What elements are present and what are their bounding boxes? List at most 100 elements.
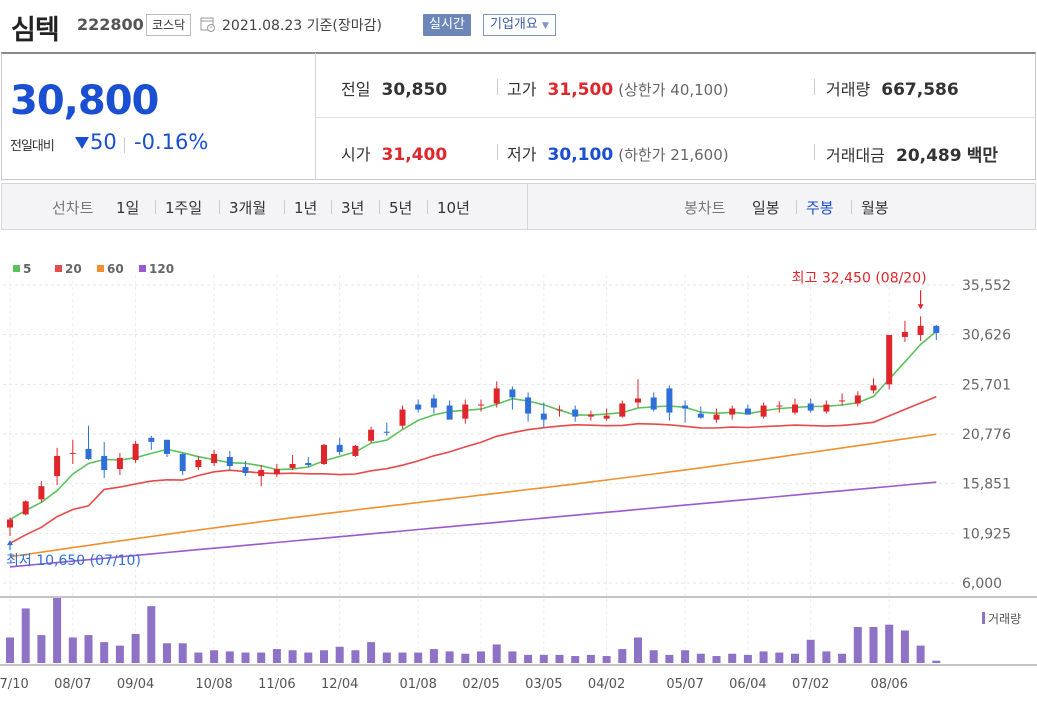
volume-bar — [791, 653, 799, 663]
volume-bar — [728, 653, 737, 663]
candle-body — [179, 453, 186, 472]
period-10y[interactable]: 10년 — [437, 199, 470, 217]
volume-bar — [414, 652, 423, 663]
candle-body — [352, 445, 359, 456]
period-3y[interactable]: 3년 — [341, 199, 365, 217]
low-value: 30,100 — [547, 145, 614, 165]
divider — [219, 200, 220, 214]
x-tick-label: 06/04 — [729, 677, 766, 692]
volume-bar — [304, 652, 313, 663]
change-amount: 50 — [90, 130, 117, 154]
period-selector-bar — [1, 183, 1036, 230]
divider — [315, 53, 316, 179]
divider — [851, 200, 852, 214]
volume-bar — [806, 639, 815, 663]
candle-body — [650, 397, 657, 410]
volume-bar — [445, 651, 454, 663]
period-1d[interactable]: 1일 — [116, 199, 140, 217]
market-badge: 코스닥 — [146, 14, 192, 36]
current-price: 30,800 — [10, 78, 159, 124]
volume-bar — [115, 645, 124, 663]
y-tick-label: 25,701 — [962, 377, 1011, 393]
candle-body — [368, 429, 375, 441]
volume-value: 667,586 — [881, 80, 959, 100]
x-tick-label: 04/02 — [588, 677, 625, 692]
legend-swatch-ma60 — [97, 265, 104, 272]
divider — [796, 200, 797, 214]
candle-body — [289, 464, 296, 469]
y-tick-label: 15,851 — [962, 477, 1011, 493]
y-tick-label: 6,000 — [962, 576, 1002, 592]
volume-bar — [696, 653, 705, 663]
candle-body — [101, 455, 108, 471]
candle-monthly[interactable]: 월봉 — [861, 199, 889, 217]
x-tick-label: 08/06 — [870, 677, 907, 692]
volume-bar — [508, 651, 517, 663]
candle-body — [305, 463, 312, 466]
volume-bar — [900, 630, 909, 663]
volume-bar — [759, 651, 768, 663]
candle-weekly[interactable]: 주봉 — [806, 199, 834, 217]
prev-close-cell: 전일 30,850 — [341, 76, 447, 100]
volume-bar — [916, 645, 925, 663]
low-arrow-head — [7, 540, 13, 546]
realtime-button[interactable]: 실시간 — [423, 14, 471, 36]
volume-bar — [492, 644, 501, 663]
period-1y[interactable]: 1년 — [294, 199, 318, 217]
candle-body — [760, 405, 767, 417]
candle-body — [226, 456, 233, 467]
volume-bar — [68, 637, 77, 663]
open-label: 시가 — [341, 145, 371, 164]
volume-bar — [6, 637, 14, 663]
volume-bar — [822, 651, 831, 663]
volume-bar — [665, 654, 674, 663]
x-tick-label: 08/07 — [54, 677, 91, 692]
volume-bar — [367, 642, 376, 663]
divider — [331, 200, 332, 214]
period-3m[interactable]: 3개월 — [229, 199, 267, 217]
candle-body — [22, 501, 29, 515]
volume-legend-label: 거래량 — [988, 612, 1021, 626]
high-arrow-head — [917, 304, 924, 310]
candle-body — [85, 448, 92, 459]
volume-bar — [743, 654, 752, 663]
low-annotation: 최저 10,650 (07/10) — [6, 553, 141, 569]
candle-body — [729, 408, 736, 415]
candle-body — [713, 414, 720, 420]
volume-bar — [618, 649, 627, 663]
divider — [814, 144, 815, 160]
candle-daily[interactable]: 일봉 — [752, 199, 780, 217]
candle-body — [635, 398, 641, 403]
stock-chart[interactable]: 5 20 60 120 35,552 30,626 25,701 20,776 15,851 10… — [0, 236, 1037, 706]
candle-body — [744, 408, 751, 415]
candle-body — [682, 405, 689, 409]
period-5y[interactable]: 5년 — [389, 199, 413, 217]
legend-label-ma20: 20 — [65, 262, 82, 276]
candle-body — [839, 400, 846, 402]
volume-bar — [53, 598, 62, 663]
y-tick-label: 30,626 — [962, 328, 1011, 344]
x-tick-label: 10/08 — [195, 677, 232, 692]
candle-body — [148, 437, 155, 442]
volume-bar — [382, 652, 391, 663]
volume-bar — [932, 660, 941, 663]
divider — [497, 144, 498, 160]
candle-body — [886, 334, 893, 385]
company-overview-dropdown[interactable]: 기업개요 ▼ — [483, 14, 556, 36]
volume-bar — [477, 651, 485, 663]
volume-bar — [335, 646, 344, 663]
period-1w[interactable]: 1주일 — [165, 199, 203, 217]
open-cell: 시가 31,400 — [341, 141, 447, 165]
volume-bar — [602, 656, 611, 663]
candle-body — [242, 467, 249, 474]
candle-body — [917, 325, 924, 335]
ma60-line — [9, 433, 937, 558]
candle-body — [619, 403, 626, 417]
volume-bar — [351, 650, 360, 663]
amount-cell: 거래대금 20,489 백만 — [826, 141, 998, 166]
volume-bar — [869, 627, 878, 663]
lower-limit: (하한가 21,600) — [618, 146, 729, 164]
change-percent: -0.16% — [134, 130, 209, 154]
candle-body — [603, 415, 610, 419]
down-triangle-icon — [75, 137, 89, 149]
